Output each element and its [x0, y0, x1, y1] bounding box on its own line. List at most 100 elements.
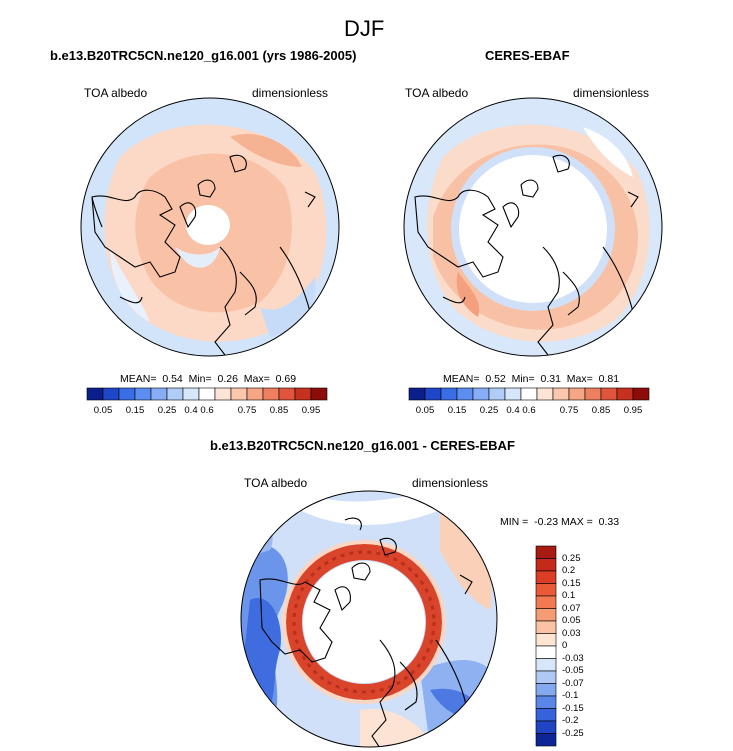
panel2-min-value: 0.31: [540, 373, 561, 385]
panel2-colorbar-tick-label: 0.95: [623, 405, 643, 416]
panel3-colorbar-tick-label: -0.15: [562, 702, 584, 714]
panel3-colorbar-swatch: [535, 733, 557, 747]
panel3-colorbar-swatch: [535, 683, 557, 697]
panel1-mean-value: 0.54: [162, 373, 183, 385]
panel2-colorbar-swatch: [424, 387, 442, 401]
panel2-min-label: Min=: [511, 373, 535, 385]
panel1-colorbar-swatch: [246, 387, 264, 401]
panel3-colorbar-swatch: [535, 608, 557, 622]
panel2-colorbar-swatch: [552, 387, 570, 401]
panel3-colorbar-swatch: [535, 670, 557, 684]
panel1-colorbar-tick-label: 0.85: [269, 405, 289, 416]
panel2-colorbar-tick-label: 0.6: [522, 405, 536, 416]
panel3-max-label: MAX =: [561, 516, 593, 528]
panel2-colorbar-swatch: [536, 387, 554, 401]
panel1-colorbar: [86, 387, 328, 401]
panel1-colorbar-swatch: [102, 387, 120, 401]
panel2-colorbar-swatch: [472, 387, 490, 401]
panel1-colorbar-tick-label: 0.95: [301, 405, 321, 416]
panel2-colorbar-tick-label: 0.05: [415, 405, 435, 416]
panel3-colorbar-tick-label: 0.2: [562, 565, 576, 576]
panel2-colorbar-swatch: [488, 387, 506, 401]
panel1-colorbar-swatch: [294, 387, 312, 401]
panel3-colorbar-swatch: [535, 620, 557, 634]
panel1-min-value: 0.26: [217, 373, 238, 385]
panel2-colorbar: [408, 387, 650, 401]
panel1-min-label: Min=: [188, 373, 212, 385]
panel3-colorbar: [535, 545, 557, 747]
panel3-colorbar-swatch: [535, 545, 557, 559]
panel2-colorbar-tick-label: 0.85: [591, 405, 611, 416]
panel2-max-label: Max=: [566, 373, 593, 385]
panel1-colorbar-swatch: [278, 387, 296, 401]
panel3-colorbar-swatch: [535, 720, 557, 734]
panel3-colorbar-swatch: [535, 570, 557, 584]
panel1-title: b.e13.B20TRC5CN.ne120_g16.001 (yrs 1986-…: [50, 48, 357, 63]
panel3-max-value: 0.33: [598, 516, 620, 528]
panel3-colorbar-tick-label: -0.05: [562, 665, 584, 676]
panel3-colorbar-tick-label: 0.05: [562, 615, 581, 626]
panel3-colorbar-tick-label: 0.07: [562, 602, 581, 614]
panel2-units: dimensionless: [573, 86, 650, 100]
panel1-colorbar-swatch: [214, 387, 232, 401]
panel2-colorbar-swatch: [408, 387, 426, 401]
panel3-colorbar-tick-label: 0.03: [562, 627, 581, 639]
panel2-max-value: 0.81: [598, 373, 620, 385]
panel1-colorbar-tick-label: 0.05: [93, 405, 113, 416]
panel2-colorbar-swatch: [504, 387, 522, 401]
panel3-colorbar-swatch: [535, 645, 557, 659]
panel1-max-label: Max=: [243, 373, 270, 385]
panel2-colorbar-swatch: [440, 387, 458, 401]
panel1-colorbar-tick-label: 0.4: [184, 405, 198, 416]
panel2-mean-label: MEAN=: [443, 373, 480, 385]
panel2-map: [403, 97, 663, 357]
panel2-colorbar-swatch: [456, 387, 474, 401]
panel1-variable: TOA albedo: [84, 86, 148, 100]
panel3-colorbar-swatch: [535, 708, 557, 722]
panel1-colorbar-tick-label: 0.6: [200, 405, 214, 416]
panel3-colorbar-tick-label: 0.1: [562, 590, 576, 601]
panel1-colorbar-swatch: [182, 387, 200, 401]
panel3-colorbar-tick-label: -0.25: [562, 727, 584, 739]
panel1-colorbar-swatch: [86, 387, 104, 401]
panel1-mean-label: MEAN=: [120, 373, 157, 385]
panel2-mean-value: 0.52: [485, 373, 506, 385]
panel2-stats: MEAN= 0.52 Min= 0.31 Max= 0.81: [443, 373, 619, 385]
panel3-title: b.e13.B20TRC5CN.ne120_g16.001 - CERES-EB…: [210, 438, 515, 453]
panel2-colorbar-tick-label: 0.4: [506, 405, 520, 416]
panel3-variable: TOA albedo: [244, 476, 308, 490]
panel3-colorbar-ticks: 0.25 0.2 0.15 0.1 0.07 0.05 0.03 0 -0.03 -0.05 -0.…: [562, 546, 602, 746]
panel3-colorbar-swatch: [535, 658, 557, 672]
panel2-colorbar-swatch: [600, 387, 618, 401]
panel2-colorbar-tick-label: 0.15: [447, 405, 467, 416]
panel3-colorbar-swatch: [535, 633, 557, 647]
panel1-max-value: 0.69: [275, 373, 297, 385]
panel3-stats: MIN = -0.23 MAX = 0.33: [500, 516, 619, 528]
panel2-colorbar-swatch: [568, 387, 586, 401]
panel3-colorbar-swatch: [535, 595, 557, 609]
panel1-map: [80, 97, 340, 357]
panel1-colorbar-swatch: [134, 387, 152, 401]
panel1-colorbar-swatch: [230, 387, 248, 401]
panel2-variable: TOA albedo: [405, 86, 469, 100]
panel1-stats: MEAN= 0.54 Min= 0.26 Max= 0.69: [120, 373, 296, 385]
panel1-colorbar-tick-label: 0.75: [237, 405, 257, 416]
panel3-min-label: MIN =: [500, 516, 529, 528]
panel3-colorbar-tick-label: -0.07: [562, 677, 584, 689]
panel2-colorbar-swatch: [520, 387, 538, 401]
panel3-colorbar-swatch: [535, 695, 557, 709]
panel3-colorbar-swatch: [535, 583, 557, 597]
panel3-colorbar-tick-label: 0.15: [562, 577, 581, 589]
panel1-colorbar-swatch: [118, 387, 136, 401]
panel1-colorbar-swatch: [310, 387, 328, 401]
panel2-colorbar-swatch: [584, 387, 602, 401]
panel2-colorbar-swatch: [632, 387, 650, 401]
panel3-colorbar-tick-label: 0.25: [562, 552, 581, 564]
panel3-colorbar-tick-label: -0.1: [562, 690, 579, 701]
panel1-colorbar-tick-label: 0.25: [157, 405, 177, 416]
figure-title: DJF: [344, 16, 385, 41]
panel1-units: dimensionless: [252, 86, 329, 100]
panel1-colorbar-swatch: [150, 387, 168, 401]
panel1-colorbar-swatch: [198, 387, 216, 401]
panel1-colorbar-tick-label: 0.15: [125, 405, 145, 416]
